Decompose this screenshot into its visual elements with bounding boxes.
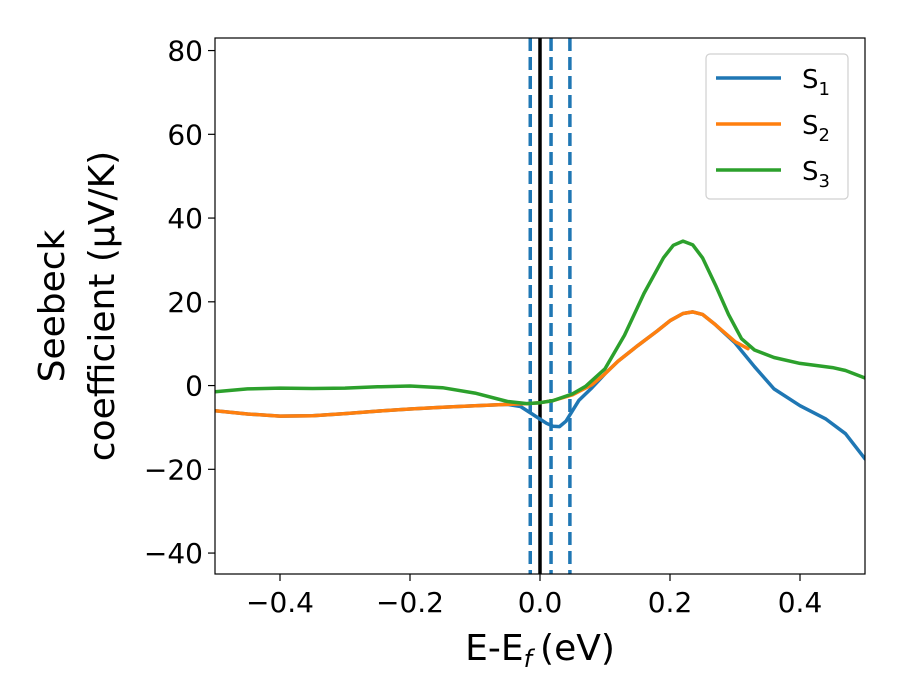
- y-axis-title-line2: coefficient (μV/K): [82, 151, 123, 461]
- legend-label-main: S: [802, 157, 819, 187]
- x-tick-label: −0.4: [246, 586, 314, 619]
- x-tick-label: 0.0: [518, 586, 563, 619]
- x-axis: −0.4 −0.2 0.0 0.2 0.4: [246, 574, 822, 619]
- y-tick-label: 40: [167, 202, 203, 235]
- legend-label-2: S2: [802, 111, 830, 146]
- x-axis-title: E-Ef (eV): [465, 628, 615, 673]
- x-tick-label: 0.2: [648, 586, 693, 619]
- legend-label-3: S3: [802, 157, 830, 192]
- x-axis-title-main: E-E: [465, 628, 523, 669]
- y-tick-label: −20: [144, 453, 203, 486]
- series-line-3: [215, 239, 865, 406]
- x-axis-title-subscript: f: [524, 645, 536, 673]
- series-line-2: [215, 310, 750, 418]
- y-tick-label: 80: [167, 35, 203, 68]
- y-axis-title: Seebeck coefficient (μV/K): [32, 151, 123, 461]
- legend-label-main: S: [802, 111, 819, 141]
- x-axis-title-unit: (eV): [540, 628, 615, 669]
- x-tick-label: −0.2: [376, 586, 444, 619]
- y-axis-title-line1: Seebeck: [32, 229, 73, 382]
- legend-label-subscript: 3: [819, 171, 830, 192]
- y-tick-label: −40: [144, 537, 203, 570]
- y-tick-label: 60: [167, 118, 203, 151]
- reference-lines: [528, 38, 572, 574]
- legend-label-subscript: 1: [819, 79, 830, 100]
- legend-label-1: S1: [802, 65, 830, 100]
- y-axis: −40 −20 0 20 40 60 80: [144, 35, 215, 570]
- series-group: [215, 239, 865, 461]
- plot-area: [215, 38, 865, 574]
- legend-label-main: S: [802, 65, 819, 95]
- y-tick-label: 0: [185, 370, 203, 403]
- y-tick-label: 20: [167, 286, 203, 319]
- legend-box: [705, 53, 849, 200]
- legend-label-subscript: 2: [819, 125, 830, 146]
- x-tick-label: 0.4: [778, 586, 823, 619]
